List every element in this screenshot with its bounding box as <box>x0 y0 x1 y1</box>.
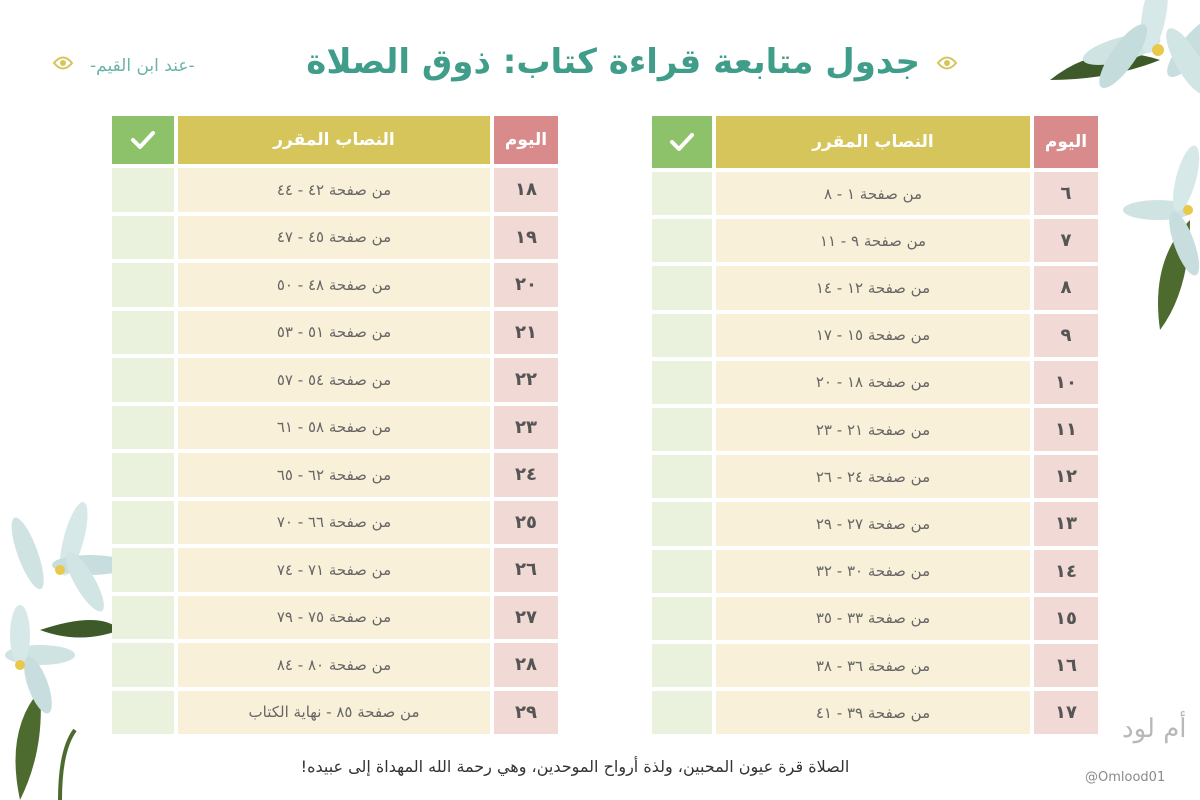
checkbox-cell[interactable] <box>112 215 174 259</box>
checkmark-icon <box>131 131 155 149</box>
flower-decoration-bottom-left <box>5 501 128 800</box>
checkbox-cell[interactable] <box>112 263 174 307</box>
social-handle: @Omlood01 <box>1085 770 1166 785</box>
header-day: اليوم <box>494 116 558 164</box>
checkbox-cell[interactable] <box>652 596 712 640</box>
task-cell: من صفحة ٤٢ - ٤٤ <box>178 168 490 212</box>
checkbox-cell[interactable] <box>112 358 174 402</box>
task-cell: من صفحة ٤٨ - ٥٠ <box>178 263 490 307</box>
checkbox-cell[interactable] <box>112 643 174 687</box>
task-cell: من صفحة ٣٠ - ٣٢ <box>716 549 1030 593</box>
task-cell: من صفحة ٥١ - ٥٣ <box>178 310 490 354</box>
task-cell: من صفحة ٥٤ - ٥٧ <box>178 358 490 402</box>
ornament-icon-left <box>52 56 74 70</box>
tracking-table-right: اليوم النصاب المقرر ٦ من صفحة ١ - ٨ ٧ من صف… <box>652 116 1098 738</box>
day-cell: ٢٦ <box>494 548 558 592</box>
day-cell: ٢٥ <box>494 500 558 544</box>
day-cell: ٢٣ <box>494 405 558 449</box>
day-cell: ١٢ <box>1034 455 1098 499</box>
checkbox-cell[interactable] <box>652 455 712 499</box>
day-cell: ١٧ <box>1034 691 1098 735</box>
checkmark-icon <box>670 133 694 151</box>
task-cell: من صفحة ٤٥ - ٤٧ <box>178 215 490 259</box>
task-cell: من صفحة ١٥ - ١٧ <box>716 313 1030 357</box>
header-task: النصاب المقرر <box>178 116 490 164</box>
day-cell: ٩ <box>1034 313 1098 357</box>
task-cell: من صفحة ٣٣ - ٣٥ <box>716 596 1030 640</box>
header-check <box>112 116 174 164</box>
day-cell: ٢٧ <box>494 595 558 639</box>
day-cell: ١٥ <box>1034 596 1098 640</box>
checkbox-cell[interactable] <box>112 548 174 592</box>
day-cell: ٢٠ <box>494 263 558 307</box>
header-check <box>652 116 712 168</box>
checkbox-cell[interactable] <box>652 172 712 216</box>
checkbox-cell[interactable] <box>112 405 174 449</box>
checkbox-cell[interactable] <box>652 266 712 310</box>
checkbox-cell[interactable] <box>652 549 712 593</box>
checkbox-cell[interactable] <box>652 644 712 688</box>
header-task: النصاب المقرر <box>716 116 1030 168</box>
day-cell: ١٠ <box>1034 360 1098 404</box>
title-bar: جدول متابعة قراءة كتاب: ذوق الصلاة -عند … <box>50 38 960 96</box>
task-cell: من صفحة ٢٧ - ٢٩ <box>716 502 1030 546</box>
task-cell: من صفحة ٨٠ - ٨٤ <box>178 643 490 687</box>
task-cell: من صفحة ٢٤ - ٢٦ <box>716 455 1030 499</box>
task-cell: من صفحة ١ - ٨ <box>716 172 1030 216</box>
checkbox-cell[interactable] <box>112 690 174 734</box>
ornament-icon-right <box>936 56 958 70</box>
task-cell: من صفحة ٦٢ - ٦٥ <box>178 453 490 497</box>
tracking-table-left: اليوم النصاب المقرر ١٨ من صفحة ٤٢ - ٤٤ ١٩ م… <box>112 116 558 738</box>
day-cell: ١١ <box>1034 408 1098 452</box>
task-cell: من صفحة ٨٥ - نهاية الكتاب <box>178 690 490 734</box>
task-cell: من صفحة ٣٦ - ٣٨ <box>716 644 1030 688</box>
day-cell: ٦ <box>1034 172 1098 216</box>
day-cell: ٢٤ <box>494 453 558 497</box>
checkbox-cell[interactable] <box>112 595 174 639</box>
checkbox-cell[interactable] <box>652 691 712 735</box>
day-cell: ١٤ <box>1034 549 1098 593</box>
task-cell: من صفحة ١٢ - ١٤ <box>716 266 1030 310</box>
checkbox-cell[interactable] <box>112 168 174 212</box>
task-cell: من صفحة ١٨ - ٢٠ <box>716 360 1030 404</box>
day-cell: ٢٩ <box>494 690 558 734</box>
day-cell: ١٦ <box>1034 644 1098 688</box>
day-cell: ٢٨ <box>494 643 558 687</box>
flower-decoration-top-right <box>1050 0 1200 330</box>
checkbox-cell[interactable] <box>652 313 712 357</box>
task-cell: من صفحة ٧١ - ٧٤ <box>178 548 490 592</box>
day-cell: ١٩ <box>494 215 558 259</box>
footer-quote: الصلاة قرة عيون المحبين، ولذة أرواح المو… <box>300 757 850 776</box>
checkbox-cell[interactable] <box>652 502 712 546</box>
checkbox-cell[interactable] <box>652 360 712 404</box>
day-cell: ٢١ <box>494 310 558 354</box>
task-cell: من صفحة ٩ - ١١ <box>716 219 1030 263</box>
page-subtitle: -عند ابن القيم- <box>90 56 195 76</box>
task-cell: من صفحة ٥٨ - ٦١ <box>178 405 490 449</box>
task-cell: من صفحة ٣٩ - ٤١ <box>716 691 1030 735</box>
day-cell: ١٣ <box>1034 502 1098 546</box>
day-cell: ٢٢ <box>494 358 558 402</box>
header-day: اليوم <box>1034 116 1098 168</box>
checkbox-cell[interactable] <box>652 408 712 452</box>
checkbox-cell[interactable] <box>112 453 174 497</box>
signature-logo: أم لود <box>1122 714 1187 744</box>
day-cell: ٨ <box>1034 266 1098 310</box>
checkbox-cell[interactable] <box>112 500 174 544</box>
day-cell: ١٨ <box>494 168 558 212</box>
checkbox-cell[interactable] <box>112 310 174 354</box>
page-title: جدول متابعة قراءة كتاب: ذوق الصلاة <box>306 42 920 82</box>
task-cell: من صفحة ٢١ - ٢٣ <box>716 408 1030 452</box>
task-cell: من صفحة ٦٦ - ٧٠ <box>178 500 490 544</box>
day-cell: ٧ <box>1034 219 1098 263</box>
checkbox-cell[interactable] <box>652 219 712 263</box>
task-cell: من صفحة ٧٥ - ٧٩ <box>178 595 490 639</box>
